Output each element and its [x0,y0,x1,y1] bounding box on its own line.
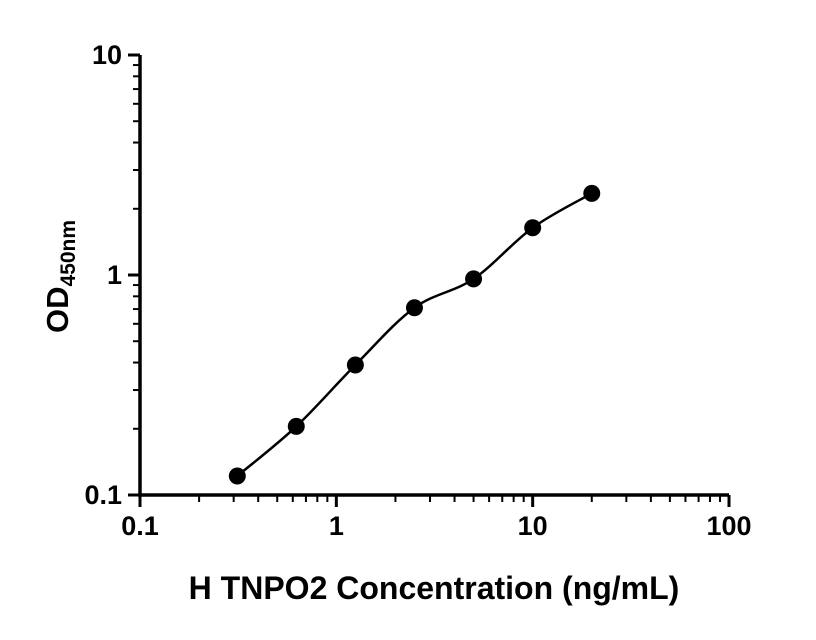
x-tick-label: 1 [329,511,344,541]
x-tick-label: 10 [518,511,548,541]
y-axis-title-main: OD [40,287,75,334]
x-tick-label: 100 [706,511,751,541]
data-point [287,417,305,435]
y-tick-label: 0.1 [84,480,122,510]
y-tick-label: 1 [107,260,122,290]
x-axis-title: H TNPO2 Concentration (ng/mL) [189,570,680,606]
fit-curve [236,192,593,477]
data-layer [228,184,601,485]
data-point [405,299,423,317]
y-axis-title-subscript: 450nm [57,220,80,287]
data-point [524,219,542,237]
data-point [228,467,246,485]
y-tick-label: 10 [92,40,122,70]
y-axis-title: OD450nm [40,220,80,333]
axes-layer: 0.1 1 10 100 0.1 1 10 [84,40,751,541]
x-tick-label: 0.1 [121,511,159,541]
data-point [346,356,364,374]
data-point [465,270,483,288]
data-point [583,184,601,202]
